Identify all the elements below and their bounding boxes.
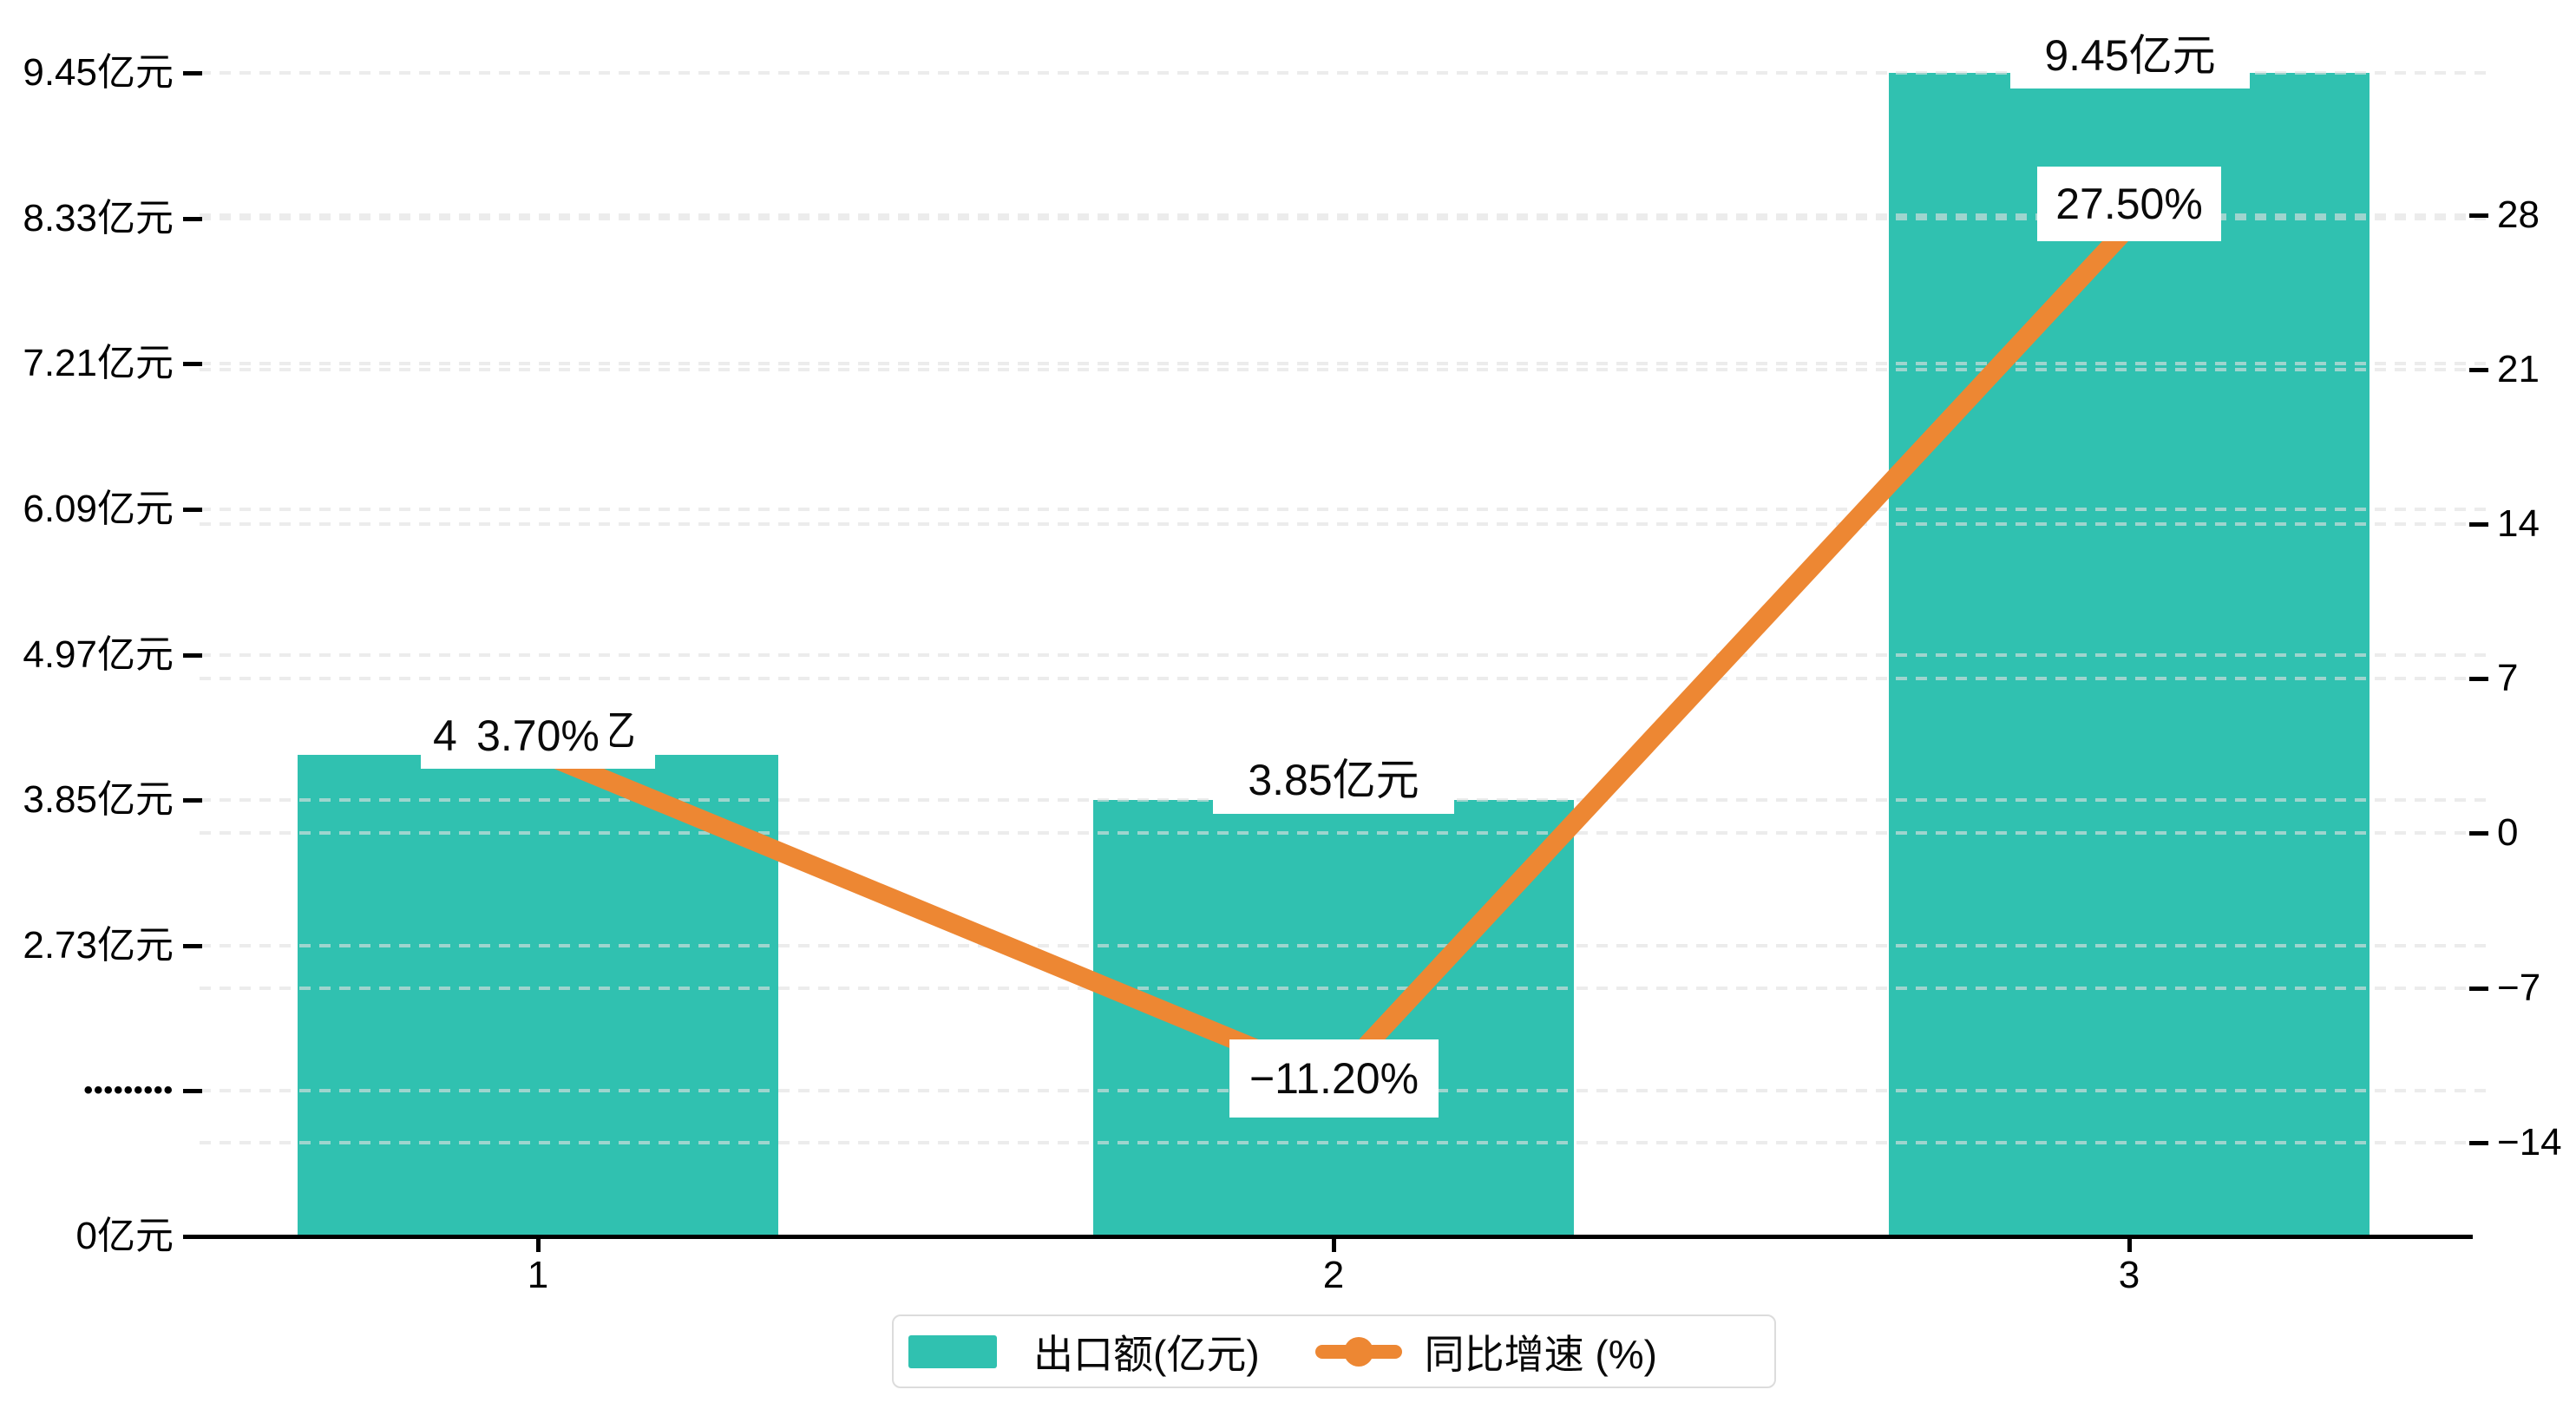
left-axis-tick-label: 8.33亿元 [23, 196, 174, 239]
gridline-left-axis [200, 71, 2492, 75]
legend-label-export: 出口额(亿元) [1033, 1331, 1260, 1377]
left-axis-tick-label: 0亿元 [75, 1215, 174, 1257]
right-axis-tick-mark [2469, 213, 2488, 218]
left-axis-tick-label: 3.85亿元 [23, 778, 174, 822]
bar3-value-label: 9.45亿元 [2010, 16, 2250, 88]
gridline-right-axis [200, 677, 2492, 680]
gridline-right-axis [200, 213, 2492, 217]
growth-label-2: −11.20% [1229, 1039, 1439, 1118]
line-series-marker-icon [1314, 1335, 1402, 1368]
x-axis-label-2: 2 [1322, 1254, 1345, 1296]
right-axis-tick-label: 7 [2497, 657, 2519, 699]
right-axis-tick-label: 28 [2497, 193, 2540, 236]
bar1-partial-char: 亿 [610, 706, 636, 755]
growth-label-3: 27.50% [2037, 167, 2221, 241]
bar1-label-partial-glyph: 亿 [610, 704, 636, 768]
x-axis-label-1: 1 [527, 1254, 549, 1296]
left-axis-tick-mark [183, 1235, 202, 1239]
x-axis-tick-mark [2127, 1239, 2132, 1252]
gridline-left-axis [200, 943, 2492, 947]
right-axis-tick-mark [2469, 831, 2488, 836]
gridline-left-axis [200, 216, 2492, 220]
right-axis-tick-label: −7 [2497, 967, 2541, 1009]
left-axis-tick-mark [183, 216, 202, 221]
left-axis-tick-mark [183, 71, 202, 75]
left-axis-tick-mark [183, 943, 202, 948]
right-axis-tick-mark [2469, 677, 2488, 681]
right-axis-tick-mark [2469, 522, 2488, 527]
right-axis-tick-label: −14 [2497, 1121, 2562, 1164]
gridline-right-axis [200, 368, 2492, 371]
bar-series-swatch-icon [908, 1334, 997, 1368]
left-axis-tick-mark [183, 798, 202, 803]
legend-label-growth: 同比增速 (%) [1424, 1331, 1657, 1377]
legend-item-growth[interactable]: 同比增速 (%) [1260, 1316, 1657, 1386]
gridline-left-axis [200, 507, 2492, 511]
left-axis-tick-mark [183, 507, 202, 512]
left-axis-tick-label: 7.21亿元 [23, 342, 174, 385]
right-axis-tick-mark [2469, 1141, 2488, 1145]
legend-item-export[interactable]: 出口额(亿元) [894, 1316, 1260, 1386]
gridline-right-axis [200, 831, 2492, 835]
right-axis-tick-mark [2469, 368, 2488, 372]
growth-label-1: 3.70% [476, 711, 600, 760]
legend: 出口额(亿元) 同比增速 (%) [892, 1314, 1776, 1388]
bar1-label-cluster: 4 3.70% 亿 [421, 703, 655, 769]
gridline-left-axis [200, 362, 2492, 366]
x-axis-tick-mark [1332, 1239, 1336, 1252]
left-axis-tick-label: 6.09亿元 [23, 487, 174, 530]
left-axis-tick-mark [183, 362, 202, 367]
x-axis-label-3: 3 [2118, 1254, 2140, 1296]
right-axis-tick-label: 21 [2497, 348, 2540, 390]
bar1-label-prefix: 4 [433, 711, 457, 760]
right-axis-tick-mark [2469, 987, 2488, 991]
right-axis-tick-label: 14 [2497, 502, 2540, 545]
left-axis-tick-label: 4.97亿元 [23, 633, 174, 676]
x-axis-tick-mark [536, 1239, 541, 1252]
gridline-right-axis [200, 987, 2492, 990]
bar2-value-label: 3.85亿元 [1213, 739, 1454, 814]
gridline-right-axis [200, 1141, 2492, 1144]
gridline-right-axis [200, 522, 2492, 526]
right-axis-tick-label: 0 [2497, 811, 2519, 854]
left-axis-tick-mark [183, 652, 202, 658]
left-axis-tick-label: 9.45亿元 [23, 51, 174, 94]
left-axis-tick-label: ••••••••• [83, 1076, 174, 1105]
gridline-left-axis [200, 652, 2492, 657]
left-axis-tick-mark [183, 1089, 202, 1094]
left-axis-tick-label: 2.73亿元 [23, 923, 174, 967]
x-axis-line [185, 1235, 2473, 1239]
